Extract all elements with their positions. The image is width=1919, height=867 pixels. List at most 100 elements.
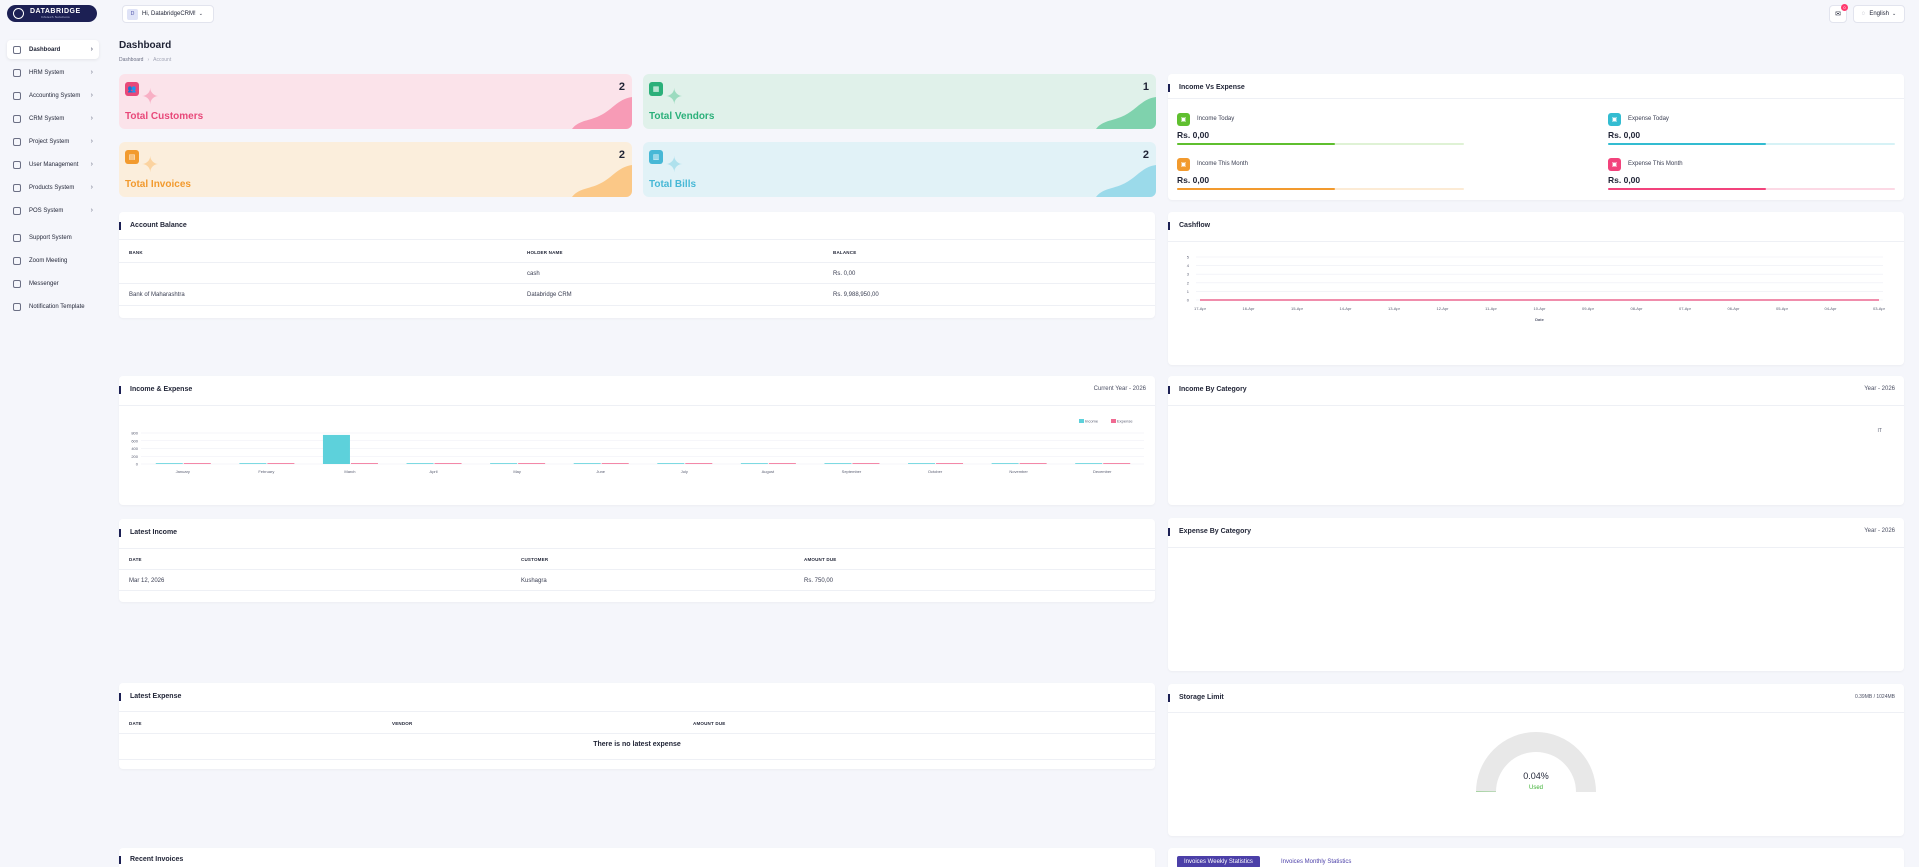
money-icon: ▣ (1177, 158, 1190, 171)
x-tick-label: May (513, 469, 521, 474)
sidebar-item-products-system[interactable]: Products System › (7, 178, 99, 197)
sidebar-item-label: Dashboard (29, 46, 61, 53)
notification-button[interactable]: ✉ 0 (1829, 4, 1848, 23)
notification-icon (13, 302, 21, 311)
table-header: AMOUNT DUE (804, 557, 837, 562)
gauge-track (1476, 732, 1596, 793)
bar-income (406, 463, 434, 464)
bar-income (657, 463, 685, 464)
share-icon (13, 137, 21, 146)
storage-status: Used (1528, 785, 1543, 791)
sidebar-item-user-management[interactable]: User Management › (7, 155, 99, 174)
storage-usage: 0.39MB / 1024MB (1854, 694, 1895, 700)
sidebar-item-pos-system[interactable]: POS System › (7, 201, 99, 220)
legend-label: Expense (1117, 419, 1133, 424)
x-tick-label: 15-Apr (1291, 306, 1304, 311)
sidebar-item-support-system[interactable]: Support System (7, 228, 99, 247)
sidebar-item-notification-template[interactable]: Notification Template (7, 297, 99, 316)
logo-mark-icon (13, 8, 24, 19)
user-plus-icon (13, 256, 21, 265)
x-tick-label: 09-Apr (1582, 306, 1595, 311)
tile-label: Expense This Month (1628, 161, 1683, 167)
y-tick-label: 5 (1187, 255, 1190, 260)
invoice-statistics-card: Invoices Weekly Statistics Invoices Mont… (1168, 848, 1904, 867)
money-icon: ▣ (1608, 158, 1621, 171)
sidebar-item-project-system[interactable]: Project System › (7, 132, 99, 151)
breadcrumb-dashboard[interactable]: Dashboard (119, 57, 144, 63)
stat-label: Total Customers (125, 111, 204, 122)
notification-badge: 0 (1841, 4, 1848, 11)
x-tick-label: 08-Apr (1630, 306, 1643, 311)
sidebar-item-messenger[interactable]: Messenger (7, 274, 99, 293)
bar-income (322, 434, 350, 464)
bar-income (991, 463, 1019, 464)
latest-expense-card: Latest Expense DATE VENDOR AMOUNT DUE Th… (119, 683, 1155, 769)
x-tick-label: March (344, 469, 355, 474)
x-tick-label: 16-Apr (1242, 306, 1255, 311)
sidebar-item-dashboard[interactable]: Dashboard › (7, 40, 99, 59)
table-header: AMOUNT DUE (693, 721, 726, 726)
tab-invoices-weekly[interactable]: Invoices Weekly Statistics (1177, 856, 1260, 867)
stat-value: 2 (1142, 149, 1149, 161)
tile-value: Rs. 0,00 (1608, 175, 1641, 185)
bar-expense (267, 463, 295, 464)
table-cell: Mar 12, 2026 (129, 578, 165, 584)
card-title: Income Vs Expense (1168, 84, 1245, 92)
y-tick-label: 1 (1187, 289, 1190, 294)
stat-card-total-vendors[interactable]: ▦ ✦ 1 Total Vendors (643, 74, 1156, 129)
legend-swatch (1111, 419, 1116, 423)
period-label: Year - 2026 (1864, 386, 1895, 392)
stat-card-total-bills[interactable]: ▥ ✦ 2 Total Bills (643, 142, 1156, 197)
breadcrumb: Dashboard › Account (119, 57, 171, 63)
stat-value: 2 (618, 149, 625, 161)
bar-income (908, 463, 936, 464)
brand-logo[interactable]: DATABRIDGE Infotech Solutions (7, 5, 97, 22)
progress-fill (1177, 188, 1335, 190)
x-tick-label: October (928, 469, 943, 474)
decorative-wave (1096, 97, 1156, 129)
stat-card-total-customers[interactable]: 👥 ✦ 2 Total Customers (119, 74, 632, 129)
decorative-wave (1096, 165, 1156, 197)
y-tick-label: 3 (1187, 272, 1190, 277)
table-cell: Bank of Maharashtra (129, 292, 185, 298)
table-cell: Rs. 0,00 (833, 271, 856, 277)
sidebar-item-zoom-meeting[interactable]: Zoom Meeting (7, 251, 99, 270)
user-greeting: Hi, DatabridgeCRM! (142, 11, 196, 17)
sidebar-item-accounting-system[interactable]: Accounting System › (7, 86, 99, 105)
bar-expense (1103, 463, 1131, 464)
store-icon: ▦ (649, 82, 663, 96)
stat-card-total-invoices[interactable]: ▤ ✦ 2 Total Invoices (119, 142, 632, 197)
chevron-down-icon: ⌄ (1892, 11, 1897, 17)
card-title: Storage Limit (1168, 694, 1224, 702)
user-menu-button[interactable]: D Hi, DatabridgeCRM! ⌄ (122, 5, 214, 23)
expense-by-category-card: Expense By Category Year - 2026 (1168, 518, 1904, 671)
x-tick-label: 07-Apr (1679, 306, 1692, 311)
stat-value: 2 (618, 81, 625, 93)
chevron-right-icon: › (90, 69, 93, 76)
language-selector[interactable]: ◌ English ⌄ (1853, 5, 1905, 23)
x-axis-label: Date (1535, 317, 1544, 322)
box-icon (13, 91, 21, 100)
breadcrumb-separator: › (147, 57, 150, 63)
sparkle-icon: ✦ (141, 84, 160, 109)
x-tick-label: December (1093, 469, 1112, 474)
bar-expense (685, 463, 713, 464)
bar-income (573, 463, 601, 464)
card-title: Income & Expense (119, 386, 192, 394)
y-tick-label: 4 (1187, 263, 1190, 268)
sidebar-item-crm-system[interactable]: CRM System › (7, 109, 99, 128)
x-tick-label: November (1009, 469, 1028, 474)
globe-icon: ◌ (1861, 11, 1866, 17)
table-cell: Databridge CRM (527, 292, 572, 298)
chevron-right-icon: › (90, 207, 93, 214)
sidebar-item-label: Messenger (29, 280, 59, 287)
bar-expense (768, 463, 796, 464)
sidebar-item-hrm-system[interactable]: HRM System › (7, 63, 99, 82)
tile-value: Rs. 0,00 (1608, 130, 1641, 140)
page-title: Dashboard (119, 40, 172, 51)
chevron-right-icon: › (90, 161, 93, 168)
brand-name: DATABRIDGE (30, 8, 81, 15)
period-label: Current Year - 2026 (1093, 386, 1146, 392)
tab-invoices-monthly[interactable]: Invoices Monthly Statistics (1281, 859, 1352, 865)
brand-text: DATABRIDGE Infotech Solutions (30, 8, 81, 19)
